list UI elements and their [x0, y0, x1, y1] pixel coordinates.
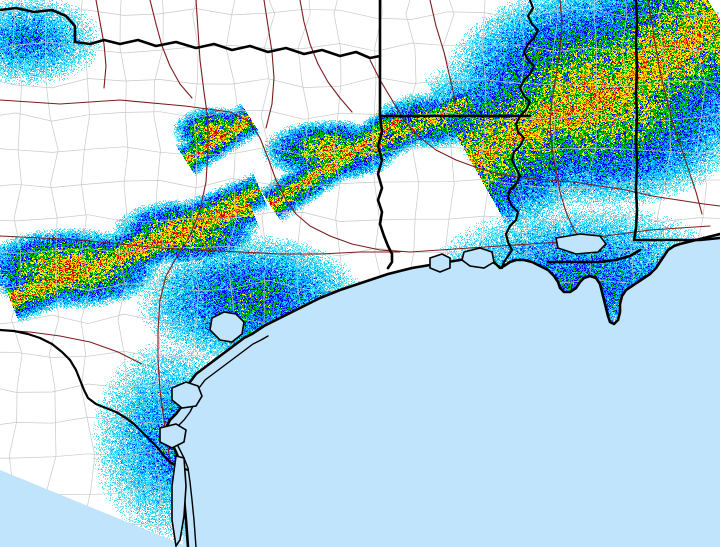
- bay-atchafalaya: [461, 247, 495, 269]
- highway-10: [149, 0, 193, 99]
- state-border-la-ms-south: [546, 248, 642, 264]
- lake-sabine: [429, 253, 451, 273]
- bay-corpus-christi: [159, 423, 187, 449]
- bay-laguna-madre: [171, 455, 187, 547]
- gulf-water-mask: [0, 234, 720, 547]
- lake-pontchartrain: [555, 233, 608, 255]
- state-border-ok-ar-tx: [378, 54, 512, 118]
- highway-4: [263, 0, 275, 129]
- state-border-al-fl: [632, 236, 720, 242]
- state-border-ms-al: [632, 0, 639, 242]
- highway-11: [95, 0, 107, 89]
- highway-3: [369, 59, 720, 207]
- highway-2: [0, 235, 401, 255]
- highway-0: [0, 99, 471, 253]
- highway-12: [299, 0, 353, 113]
- highway-1: [157, 0, 209, 471]
- state-border-tx-nm: [0, 6, 77, 44]
- river-rio-grande: [0, 328, 190, 472]
- highway-6: [549, 0, 597, 253]
- state-border-tx-la: [376, 114, 394, 270]
- highway-7: [0, 329, 143, 365]
- bay-matagorda: [171, 381, 203, 409]
- bay-galveston: [209, 311, 245, 343]
- coastline-texas-bays: [173, 335, 269, 547]
- highway-9: [647, 0, 703, 215]
- river-mississippi: [500, 0, 540, 270]
- highway-5: [429, 0, 457, 105]
- state-border-tx-ok: [73, 0, 382, 60]
